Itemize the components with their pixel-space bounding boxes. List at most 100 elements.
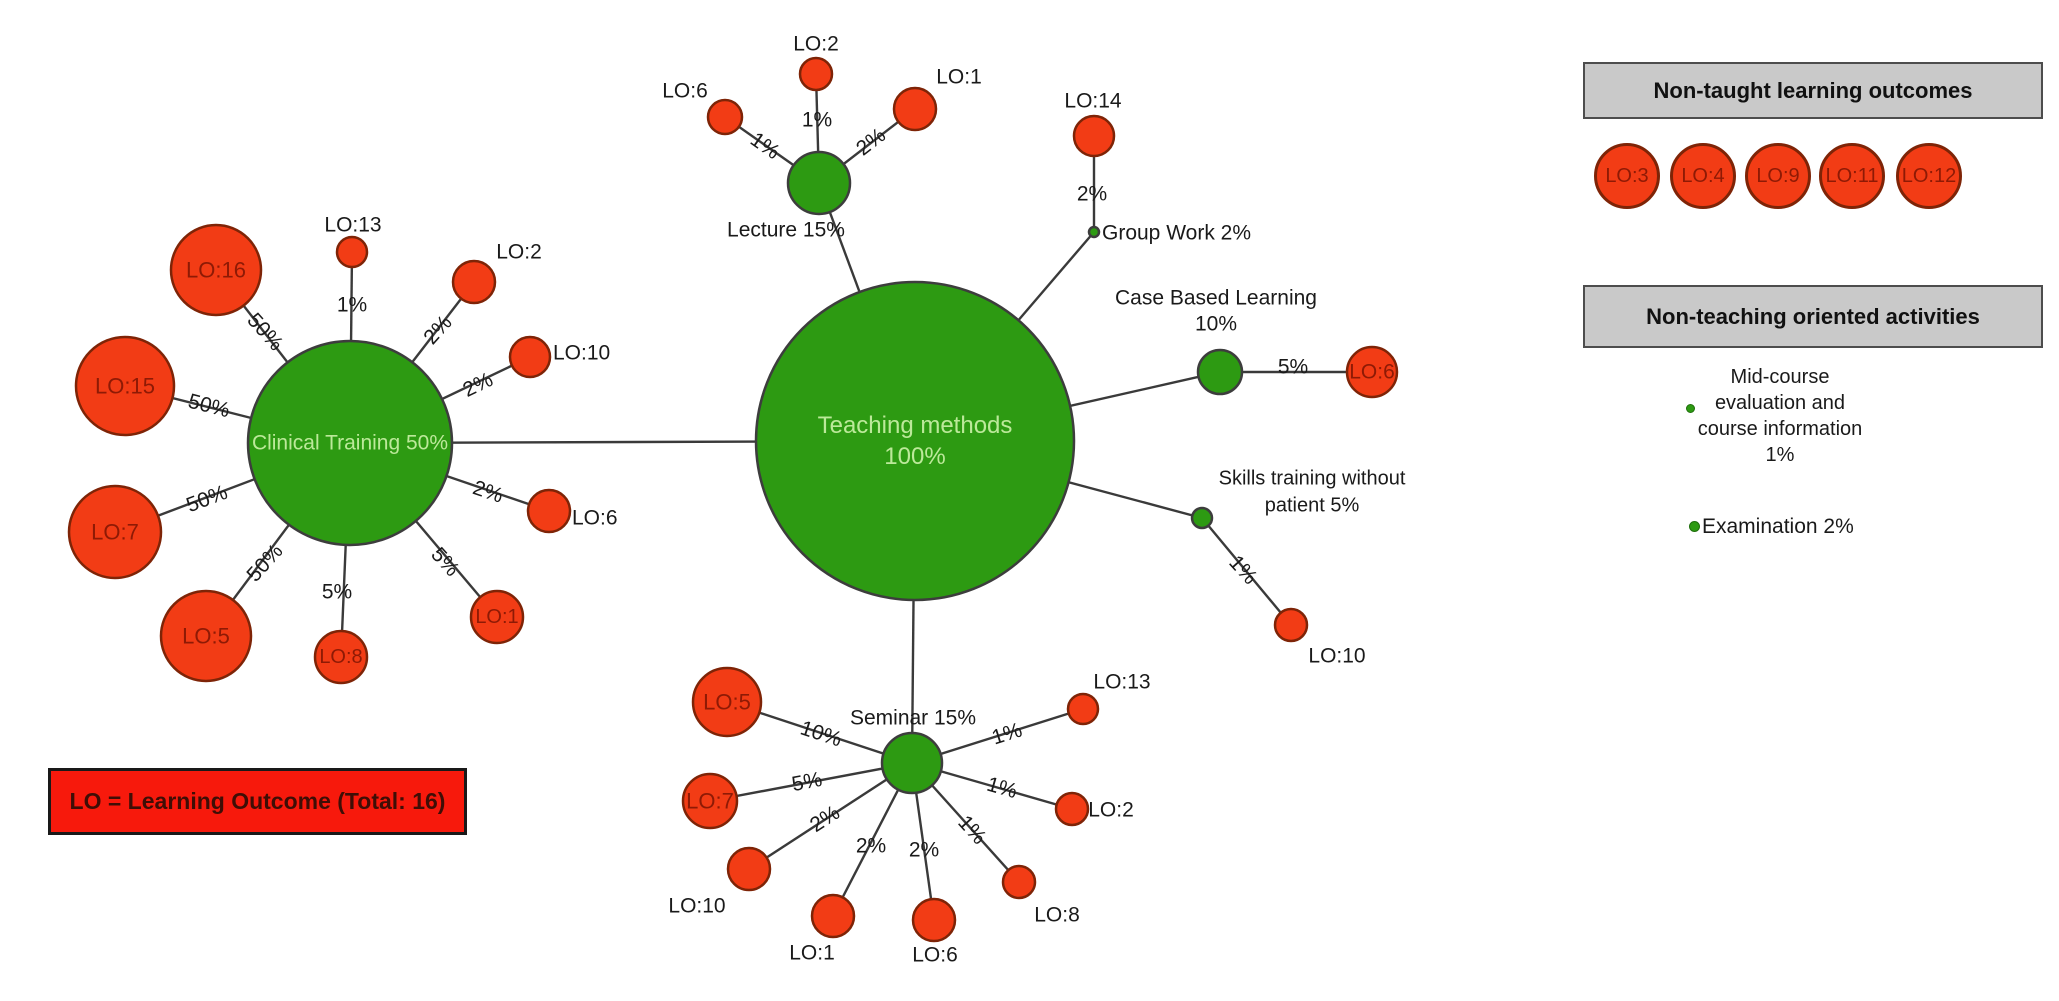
node-lo6cbl-circle [1345, 345, 1399, 399]
non-taught-outcome-lo-3: LO:3 [1594, 143, 1660, 209]
edge-percentage-label: 10% [797, 716, 844, 751]
midcourse-entry: Mid-course evaluation and course informa… [1660, 364, 1900, 468]
examination-entry: Examination 2% [1702, 515, 1854, 538]
node-lo7c-label: LO:7 [91, 520, 139, 545]
node-lo1s-label: LO:1 [789, 942, 835, 965]
edge-percentage-label: 2% [1077, 183, 1107, 206]
non-taught-outcome-label: LO:4 [1681, 164, 1725, 187]
examination-dot-icon [1689, 521, 1700, 532]
node-lo16-circle [169, 223, 263, 317]
midcourse-line-4: 1% [1765, 444, 1795, 466]
midcourse-dot-icon [1686, 404, 1695, 413]
non-taught-outcome-lo-12: LO:12 [1896, 143, 1962, 209]
node-clinical-circle [246, 339, 454, 547]
node-lo7s-label: LO:7 [686, 789, 734, 814]
node-lo10sem-circle [726, 846, 772, 892]
node-lo7s-circle [681, 772, 739, 830]
edge-percentage-label: 5% [790, 768, 824, 796]
node-lo1l-circle [892, 86, 938, 132]
node-skills-label: patient 5% [1265, 495, 1360, 517]
node-lo16-label: LO:16 [186, 258, 246, 283]
node-lo14-circle [1072, 114, 1116, 158]
midcourse-line-3: course information [1697, 418, 1863, 440]
node-lo6cbl-label: LO:6 [1349, 361, 1395, 384]
node-lo2l-label: LO:2 [793, 33, 839, 56]
edge-percentage-label: 1% [989, 718, 1025, 749]
non-taught-title: Non-taught learning outcomes [1653, 77, 1973, 103]
node-lo1c-label: LO:1 [475, 606, 518, 628]
non-taught-outcome-label: LO:9 [1756, 164, 1800, 187]
node-lo2s-circle [1054, 791, 1090, 827]
node-lo13c-label: LO:13 [324, 214, 381, 237]
node-teaching-label: Teaching methods [818, 412, 1013, 439]
node-lo1s-circle [810, 893, 856, 939]
node-lo13s-circle [1066, 692, 1100, 726]
node-lo6l-circle [706, 98, 744, 136]
edge-percentage-label: 2% [806, 801, 844, 837]
node-lo5c-label: LO:5 [182, 624, 230, 649]
node-lo2l-circle [798, 56, 834, 92]
node-lo6c-label: LO:6 [572, 507, 618, 530]
edge-percentage-label: 1% [337, 294, 367, 317]
node-lo2s-label: LO:2 [1088, 799, 1134, 822]
node-lo15-circle [74, 335, 176, 437]
node-groupwork-label: Group Work 2% [1102, 222, 1251, 245]
midcourse-line-2: evaluation and [1714, 392, 1846, 414]
edge-percentage-label: 2% [856, 835, 886, 858]
edge-percentage-label: 5% [1278, 356, 1308, 379]
node-cbl-circle [1196, 348, 1244, 396]
node-groupwork-circle [1087, 225, 1101, 239]
node-lecture-label: Lecture 15% [727, 219, 845, 242]
edge-percentage-label: 50% [183, 481, 230, 517]
node-lo2c-label: LO:2 [496, 241, 542, 264]
node-clinical-label: Clinical Training 50% [252, 432, 448, 455]
node-lo6s-label: LO:6 [912, 944, 958, 967]
node-lo10s-circle [1273, 607, 1309, 643]
node-lo8c-circle [313, 629, 369, 685]
edge-percentage-label: 2% [419, 311, 456, 349]
node-lo6l-label: LO:6 [662, 80, 708, 103]
node-teaching-label: 100% [884, 443, 945, 470]
node-lo14-label: LO:14 [1064, 90, 1122, 113]
midcourse-line-1: Mid-course [1730, 366, 1830, 388]
edge-line-skills-lo10s [1201, 517, 1292, 626]
node-lo8s-label: LO:8 [1034, 904, 1080, 927]
non-taught-header: Non-taught learning outcomes [1583, 62, 2043, 119]
node-lo13c-circle [335, 235, 369, 269]
edge-line-seminar-lo7s [709, 761, 913, 803]
non-taught-outcome-lo-9: LO:9 [1745, 143, 1811, 209]
node-lo10sem-label: LO:10 [668, 895, 725, 918]
edge-percentage-label: 50% [186, 390, 232, 423]
legend-text: LO = Learning Outcome (Total: 16) [69, 788, 446, 814]
edge-percentage-label: 2% [459, 368, 496, 402]
node-skills-circle [1190, 506, 1214, 530]
non-taught-outcome-label: LO:12 [1901, 164, 1957, 187]
edge-percentage-label: 5% [322, 581, 352, 604]
node-lo1c-circle [469, 589, 525, 645]
node-lo10s-label: LO:10 [1308, 645, 1365, 668]
non-teaching-header: Non-teaching oriented activities [1583, 285, 2043, 348]
non-teaching-title: Non-teaching oriented activities [1646, 303, 1980, 329]
node-seminar-label: Seminar 15% [850, 707, 976, 730]
edge-percentage-label: 1% [984, 773, 1020, 803]
node-seminar-circle [880, 731, 944, 795]
edge-percentage-label: 1% [802, 109, 832, 132]
node-lo7c-circle [67, 484, 163, 580]
node-lo10c-label: LO:10 [553, 342, 610, 365]
node-lo8s-circle [1001, 864, 1037, 900]
node-lo6c-circle [526, 488, 572, 534]
node-lo5s-label: LO:5 [703, 690, 751, 715]
node-lo6s-circle [911, 897, 957, 943]
legend-box: LO = Learning Outcome (Total: 16) [48, 768, 467, 835]
node-lo13s-label: LO:13 [1093, 671, 1150, 694]
non-taught-outcome-label: LO:3 [1605, 164, 1649, 187]
node-lo5s-circle [691, 666, 763, 738]
node-lo2c-circle [451, 259, 497, 305]
node-cbl-label: Case Based Learning [1115, 287, 1317, 310]
edge-percentage-label: 2% [470, 476, 506, 508]
edge-percentage-label: 2% [852, 124, 890, 161]
edge-percentage-label: 50% [242, 309, 287, 356]
node-lo10c-circle [508, 335, 552, 379]
